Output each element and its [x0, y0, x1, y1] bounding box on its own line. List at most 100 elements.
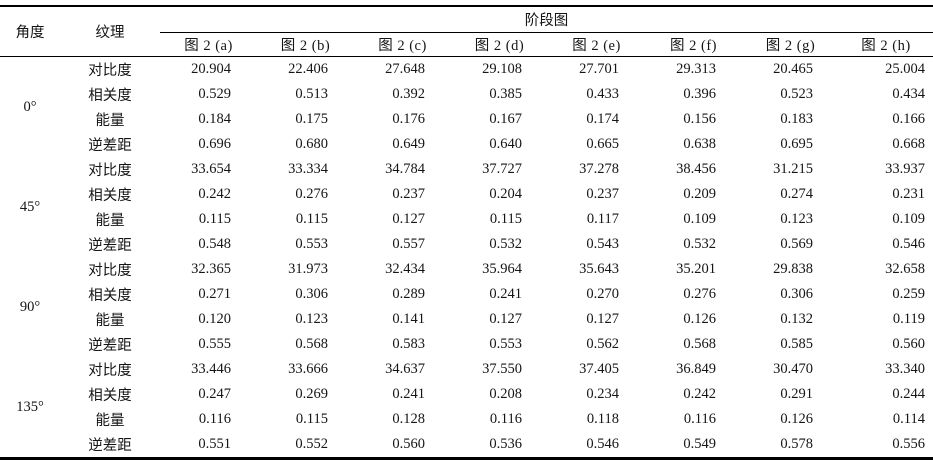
value-cell: 0.638: [683, 136, 716, 152]
value-cell: 33.666: [288, 361, 328, 377]
value-cell: 0.208: [489, 386, 522, 402]
value-cell: 0.269: [295, 386, 328, 402]
value-cell: 0.115: [295, 411, 328, 427]
column-header-fig2a: 图 2 (a): [160, 32, 257, 57]
value-cell: 0.696: [198, 136, 231, 152]
value-cell: 0.560: [892, 336, 925, 352]
value-cell: 0.392: [392, 86, 425, 102]
header-row-1: 角度 纹理 阶段图: [0, 6, 933, 57]
value-cell: 0.546: [892, 236, 925, 252]
value-cell: 0.665: [586, 136, 619, 152]
value-cell: 0.568: [295, 336, 328, 352]
value-cell: 0.649: [392, 136, 425, 152]
metric-label: 能量: [95, 113, 125, 129]
value-cell: 0.569: [780, 236, 813, 252]
table-row: 能量 0.116 0.115 0.128 0.116 0.118 0.116 0…: [0, 407, 933, 432]
value-cell: 0.396: [683, 86, 716, 102]
value-cell: 32.658: [885, 261, 925, 277]
value-cell: 37.550: [482, 361, 522, 377]
value-cell: 0.120: [198, 311, 231, 327]
value-cell: 0.562: [586, 336, 619, 352]
value-cell: 32.365: [191, 261, 231, 277]
value-cell: 0.556: [892, 436, 925, 452]
value-cell: 0.532: [683, 236, 716, 252]
value-cell: 0.183: [780, 111, 813, 127]
value-cell: 0.385: [489, 86, 522, 102]
value-cell: 27.648: [385, 61, 425, 77]
value-cell: 0.156: [683, 111, 716, 127]
angle-cell-0deg: 0°: [23, 98, 37, 115]
metric-label: 相关度: [88, 188, 132, 204]
table-row: 0° 对比度 20.904 22.406 27.648 29.108 27.70…: [0, 57, 933, 115]
value-cell: 0.242: [683, 386, 716, 402]
value-cell: 36.849: [676, 361, 716, 377]
value-cell: 0.551: [198, 436, 231, 452]
value-cell: 0.557: [392, 236, 425, 252]
value-cell: 0.276: [295, 186, 328, 202]
value-cell: 0.237: [392, 186, 425, 202]
value-cell: 0.115: [198, 211, 231, 227]
value-cell: 0.513: [295, 86, 328, 102]
value-cell: 0.583: [392, 336, 425, 352]
value-cell: 0.174: [586, 111, 619, 127]
value-cell: 29.313: [676, 61, 716, 77]
value-cell: 0.184: [198, 111, 231, 127]
value-cell: 33.446: [191, 361, 231, 377]
value-cell: 20.465: [773, 61, 813, 77]
value-cell: 0.123: [780, 211, 813, 227]
value-cell: 0.126: [780, 411, 813, 427]
metric-label: 逆差距: [88, 138, 132, 154]
value-cell: 0.141: [392, 311, 425, 327]
value-cell: 0.132: [780, 311, 813, 327]
table-row: 相关度 0.271 0.306 0.289 0.241 0.270 0.276 …: [0, 282, 933, 307]
value-cell: 31.973: [288, 261, 328, 277]
value-cell: 0.640: [489, 136, 522, 152]
metric-label: 对比度: [88, 163, 132, 179]
value-cell: 0.242: [198, 186, 231, 202]
angle-cell-45deg: 45°: [19, 198, 41, 215]
value-cell: 37.405: [579, 361, 619, 377]
glcm-texture-table: 角度 纹理 阶段图 图 2 (a) 图 2 (b) 图 2 (c) 图 2 (d…: [0, 5, 933, 460]
value-cell: 0.529: [198, 86, 231, 102]
value-cell: 35.201: [676, 261, 716, 277]
metric-label: 能量: [95, 313, 125, 329]
value-cell: 0.114: [892, 411, 925, 427]
header-texture: 纹理: [60, 6, 160, 57]
value-cell: 0.549: [683, 436, 716, 452]
value-cell: 31.215: [773, 161, 813, 177]
value-cell: 0.306: [780, 286, 813, 302]
value-cell: 0.231: [892, 186, 925, 202]
value-cell: 0.523: [780, 86, 813, 102]
value-cell: 0.128: [392, 411, 425, 427]
value-cell: 0.555: [198, 336, 231, 352]
metric-label: 能量: [95, 213, 125, 229]
table-row: 相关度 0.529 0.513 0.392 0.385 0.433 0.396 …: [0, 82, 933, 107]
value-cell: 0.433: [586, 86, 619, 102]
value-cell: 0.548: [198, 236, 231, 252]
value-cell: 0.668: [892, 136, 925, 152]
table-row: 相关度 0.247 0.269 0.241 0.208 0.234 0.242 …: [0, 382, 933, 407]
value-cell: 0.234: [586, 386, 619, 402]
value-cell: 0.123: [295, 311, 328, 327]
value-cell: 30.470: [773, 361, 813, 377]
value-cell: 37.727: [482, 161, 522, 177]
value-cell: 0.259: [892, 286, 925, 302]
value-cell: 0.209: [683, 186, 716, 202]
value-cell: 35.964: [482, 261, 522, 277]
table-row: 45° 对比度 33.654 33.334 34.784 37.727 37.2…: [0, 157, 933, 215]
table-row: 135° 对比度 33.446 33.666 34.637 37.550 37.…: [0, 357, 933, 415]
metric-label: 对比度: [88, 63, 132, 79]
value-cell: 33.937: [885, 161, 925, 177]
value-cell: 0.532: [489, 236, 522, 252]
value-cell: 0.553: [295, 236, 328, 252]
value-cell: 34.637: [385, 361, 425, 377]
metric-label: 对比度: [88, 363, 132, 379]
table-row: 能量 0.120 0.123 0.141 0.127 0.127 0.126 0…: [0, 307, 933, 332]
value-cell: 29.838: [773, 261, 813, 277]
metric-label: 对比度: [88, 263, 132, 279]
value-cell: 0.560: [392, 436, 425, 452]
table-row: 逆差距 0.548 0.553 0.557 0.532 0.543 0.532 …: [0, 232, 933, 257]
angle-cell-90deg: 90°: [19, 298, 41, 315]
value-cell: 0.553: [489, 336, 522, 352]
